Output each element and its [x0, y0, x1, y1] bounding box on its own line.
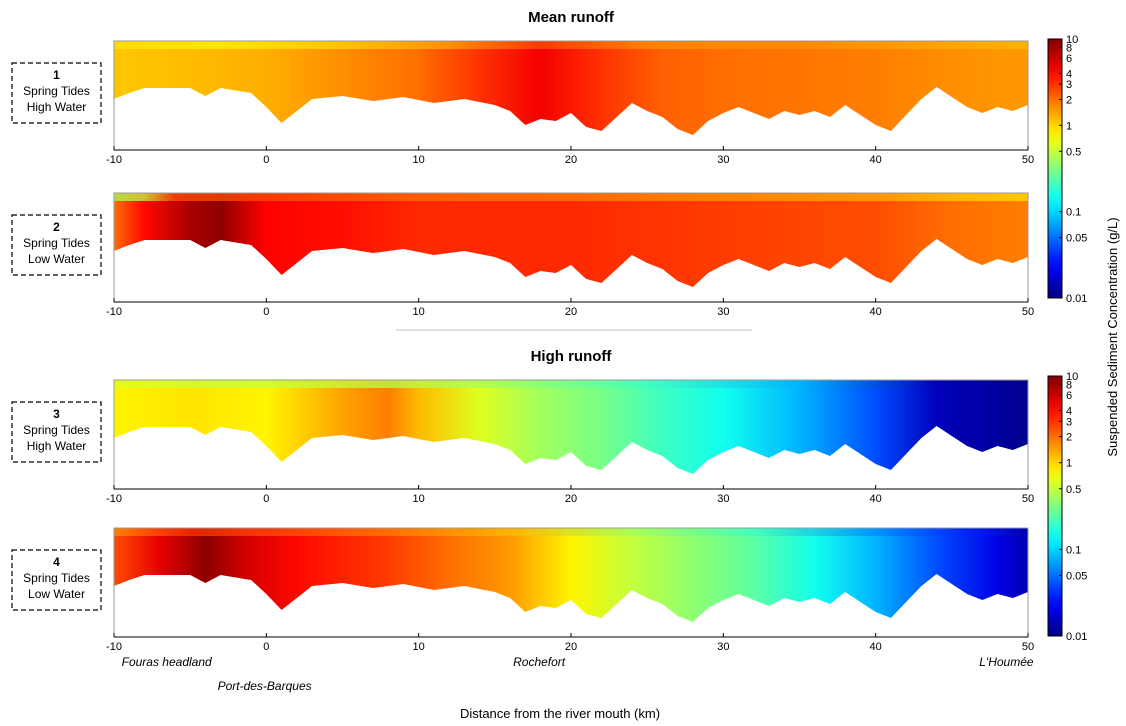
colorbar-tick-label: 0.01: [1066, 631, 1087, 643]
x-tick-label: 0: [263, 306, 269, 318]
x-tick-label: 10: [413, 306, 425, 318]
colorbar-tick-label: 3: [1066, 416, 1072, 428]
panel-water-label: Low Water: [28, 252, 85, 266]
panel-number: 4: [53, 555, 60, 569]
panel-label-box: [11, 62, 102, 124]
x-tick-label: -10: [106, 641, 122, 653]
x-tick-label: 20: [565, 306, 577, 318]
colorbar-label: Suspended Sediment Concentration (g/L): [1105, 217, 1120, 456]
x-tick-label: 0: [263, 641, 269, 653]
panel-1: -10 0 10 20 30 40 50 1 Spring Tides High Water: [11, 40, 1034, 166]
x-axis-label: Distance from the river mouth (km): [460, 706, 660, 721]
x-tick-label: 10: [413, 493, 425, 505]
x-tick-label: 20: [565, 641, 577, 653]
panel-water-label: Low Water: [28, 587, 85, 601]
colorbar-tick-label: 10: [1066, 371, 1078, 383]
colorbar-tick-label: 0.5: [1066, 146, 1081, 158]
x-tick-label: 50: [1022, 641, 1034, 653]
x-tick-label: 30: [717, 306, 729, 318]
panel-tide-label: Spring Tides: [23, 236, 90, 250]
panel-water-label: High Water: [27, 100, 87, 114]
panel-tide-label: Spring Tides: [23, 84, 90, 98]
surface-layer: [114, 193, 1028, 201]
panel-number: 2: [53, 220, 60, 234]
x-tick-label: 50: [1022, 306, 1034, 318]
x-tick-label: 30: [717, 493, 729, 505]
x-tick-label: 20: [565, 154, 577, 166]
colorbar-tick-label: 10: [1066, 34, 1078, 46]
panel-tide-label: Spring Tides: [23, 571, 90, 585]
colorbar-tick-label: 0.01: [1066, 293, 1087, 305]
location-label: L'Houmée: [979, 655, 1034, 669]
x-tick-label: 30: [717, 641, 729, 653]
colorbar-tick-label: 0.1: [1066, 207, 1081, 219]
colorbar-tick-label: 2: [1066, 432, 1072, 444]
x-tick-label: 10: [413, 154, 425, 166]
colorbar-bar: [1047, 375, 1063, 637]
panel-3: -10 0 10 20 30 40 50 3 Spring Tides High Water: [11, 379, 1034, 505]
surface-layer: [114, 380, 1028, 388]
colorbar-tick-label: 8: [1066, 379, 1072, 391]
x-tick-label: 0: [263, 154, 269, 166]
panel-number: 3: [53, 407, 60, 421]
colorbar-tick-label: 1: [1066, 120, 1072, 132]
panel-number: 1: [53, 68, 60, 82]
x-tick-label: -10: [106, 154, 122, 166]
group-title-mean-runoff: Mean runoff: [528, 9, 615, 26]
colorbar-tick-label: 0.05: [1066, 570, 1087, 582]
colorbar-bar: [1047, 38, 1063, 299]
surface-layer: [114, 41, 1028, 49]
x-tick-label: 40: [870, 306, 882, 318]
colorbar-tick-label: 8: [1066, 42, 1072, 54]
colorbar-tick-label: 4: [1066, 405, 1072, 417]
location-label: Port-des-Barques: [218, 679, 312, 693]
group-title-high-runoff: High runoff: [531, 348, 613, 365]
colorbar-tick-label: 0.05: [1066, 233, 1087, 245]
concentration-field: [114, 380, 1028, 474]
concentration-field: [114, 528, 1028, 622]
colorbar-tick-label: 3: [1066, 79, 1072, 91]
panel-label-box: [11, 549, 102, 611]
x-tick-label: 20: [565, 493, 577, 505]
panel-label-box: [11, 401, 102, 463]
colorbar-tick-label: 6: [1066, 53, 1072, 65]
colorbar-tick-label: 0.1: [1066, 544, 1081, 556]
x-tick-label: 50: [1022, 493, 1034, 505]
surface-layer: [114, 528, 1028, 536]
panel-water-label: High Water: [27, 439, 87, 453]
colorbar-tick-label: 4: [1066, 68, 1072, 80]
concentration-field: [114, 193, 1028, 287]
x-tick-label: 40: [870, 641, 882, 653]
x-tick-label: 30: [717, 154, 729, 166]
panel-tide-label: Spring Tides: [23, 423, 90, 437]
colorbar-tick-label: 1: [1066, 458, 1072, 470]
x-tick-label: 10: [413, 641, 425, 653]
x-tick-label: 0: [263, 493, 269, 505]
x-tick-label: 40: [870, 493, 882, 505]
panel-4: -10 0 10 20 30 40 50 4 Spring Tides Low Water: [11, 527, 1034, 653]
x-tick-label: -10: [106, 493, 122, 505]
colorbar-tick-label: 0.5: [1066, 484, 1081, 496]
x-tick-label: 50: [1022, 154, 1034, 166]
panel-2: -10 0 10 20 30 40 50 2 Spring Tides Low Water: [11, 192, 1034, 318]
location-label: Fouras headland: [122, 655, 212, 669]
x-tick-label: -10: [106, 306, 122, 318]
x-tick-label: 40: [870, 154, 882, 166]
colorbar-tick-label: 2: [1066, 94, 1072, 106]
concentration-field: [114, 41, 1028, 135]
panel-label-box: [11, 214, 102, 276]
location-label: Rochefort: [513, 655, 566, 669]
colorbar-tick-label: 6: [1066, 390, 1072, 402]
